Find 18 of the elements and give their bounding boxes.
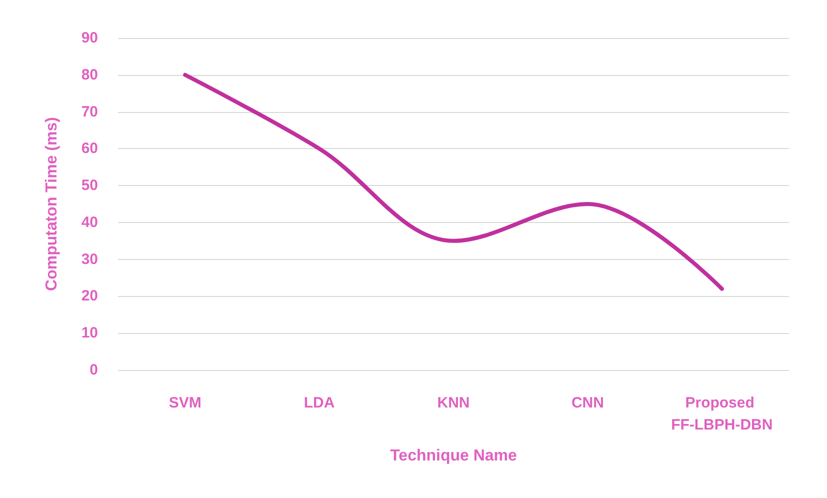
x-tick-label: KNN <box>437 394 470 412</box>
y-tick-label: 20 <box>81 288 98 305</box>
x-tick-label: SVM <box>168 394 202 412</box>
y-axis-title: Computaton Time (ms) <box>44 117 60 291</box>
y-tick-label: 10 <box>81 324 98 342</box>
x-tick-label: LDA <box>304 394 335 412</box>
x-tick-label: Proposed FF-LBPH-DBN <box>671 394 773 434</box>
x-tick-label: CNN <box>571 394 604 412</box>
line-series <box>183 72 724 291</box>
y-tick-label: 0 <box>90 362 98 378</box>
y-tick-label: 40 <box>81 214 98 231</box>
x-axis-title: Technique Name <box>390 448 518 464</box>
y-tick-label: 70 <box>81 103 98 120</box>
y-tick-label: 60 <box>81 140 98 158</box>
y-tick-label: 80 <box>81 66 98 84</box>
y-tick-label: 50 <box>81 177 98 194</box>
y-tick-label: 30 <box>81 250 98 268</box>
y-tick-label: 90 <box>81 30 98 46</box>
